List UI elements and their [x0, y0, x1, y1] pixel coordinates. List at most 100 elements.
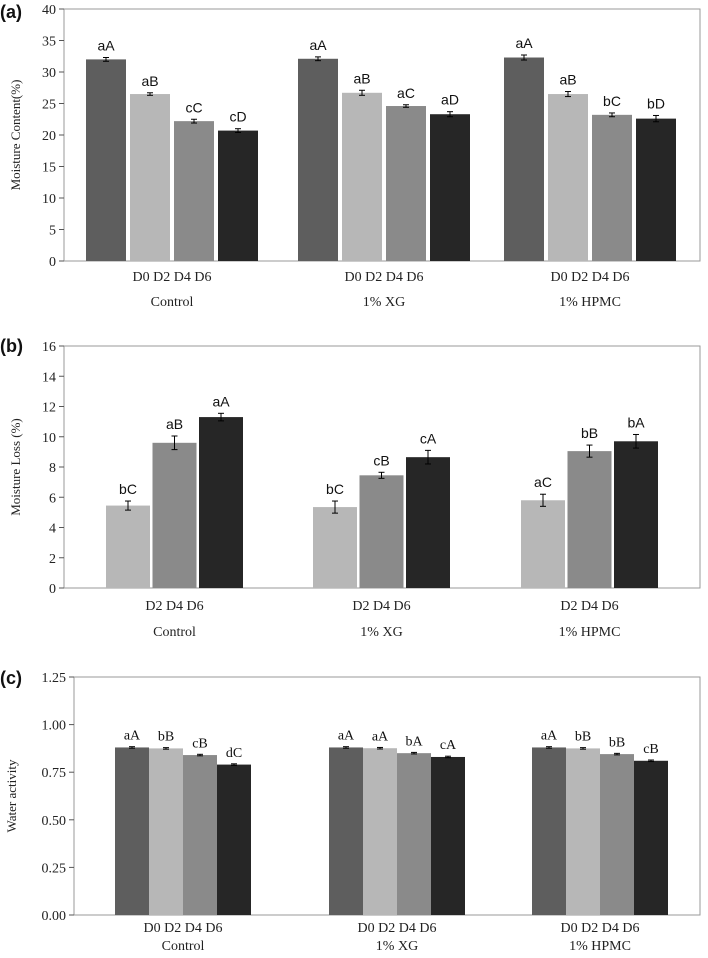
x-subcategory-label: D0 D2 D4 D6: [345, 270, 424, 285]
data-label: cB: [643, 742, 659, 757]
data-label: aB: [559, 72, 576, 88]
y-tick-label: 30: [42, 66, 56, 81]
data-label: bB: [158, 730, 174, 745]
y-tick-label: 0: [49, 255, 56, 270]
y-tick-label: 8: [49, 461, 56, 476]
bar-d6-1-xg: [406, 457, 450, 588]
data-label: bB: [575, 730, 591, 745]
bar-d4-1-xg: [359, 475, 404, 588]
data-label: aA: [97, 38, 115, 54]
y-tick-label: 0: [49, 582, 56, 597]
bar-d6-control: [199, 417, 243, 588]
data-label: cA: [420, 430, 437, 446]
y-tick-label: 35: [42, 35, 56, 50]
bar-d2-1-xg: [363, 748, 397, 915]
y-tick-label: 12: [42, 401, 56, 416]
x-subcategory-label: D0 D2 D4 D6: [358, 921, 437, 936]
y-axis-label: Moisture Content(%): [8, 80, 23, 191]
bar-d6-1-xg: [431, 756, 465, 915]
y-tick-label: 14: [42, 370, 56, 385]
bar-d4-1-xg: [386, 106, 426, 262]
y-tick-label: 0.25: [42, 861, 67, 876]
bar-d4-control: [174, 121, 214, 261]
x-subcategory-label: D2 D4 D6: [145, 599, 203, 614]
data-label: bD: [647, 95, 665, 111]
bar-d6-control: [218, 130, 258, 261]
data-label: aB: [353, 70, 370, 86]
x-subcategory-label: D0 D2 D4 D6: [144, 921, 223, 936]
x-group-label: Control: [151, 295, 194, 310]
y-axis-label: Water activity: [4, 759, 19, 832]
data-label: cB: [373, 452, 389, 468]
bar-d0-1-xg: [298, 58, 338, 261]
data-label: aA: [541, 729, 558, 744]
x-subcategory-label: D2 D4 D6: [352, 599, 410, 614]
data-label: bB: [581, 425, 598, 441]
data-label: aC: [397, 85, 415, 101]
bar-d2-1-hpmc: [548, 94, 588, 261]
y-tick-label: 2: [49, 552, 56, 567]
x-group-label: 1% XG: [363, 295, 405, 310]
data-label: aA: [212, 393, 230, 409]
x-group-label: 1% HPMC: [559, 295, 621, 310]
x-group-label: 1% XG: [360, 625, 402, 640]
x-group-label: 1% XG: [376, 939, 418, 954]
data-label: aA: [515, 35, 533, 51]
y-axis-label: Moisture Loss (%): [8, 418, 23, 516]
bar-d2-1-xg: [313, 507, 357, 588]
x-group-label: 1% HPMC: [569, 939, 631, 954]
x-group-label: Control: [162, 939, 205, 954]
bar-d6-1-xg: [430, 114, 470, 262]
y-tick-label: 6: [49, 491, 56, 506]
bar-d4-control: [183, 755, 217, 915]
bar-d4-1-hpmc: [600, 754, 634, 915]
y-tick-label: 5: [49, 224, 56, 239]
data-label: cC: [185, 99, 202, 115]
x-subcategory-label: D0 D2 D4 D6: [133, 270, 212, 285]
data-label: aA: [372, 729, 389, 744]
y-tick-label: 10: [42, 431, 56, 446]
data-label: aB: [141, 73, 158, 89]
y-tick-label: 0.00: [42, 909, 67, 924]
bar-d6-1-hpmc: [636, 118, 676, 262]
bar-d2-1-hpmc: [566, 748, 600, 915]
x-subcategory-label: D0 D2 D4 D6: [551, 270, 630, 285]
bar-d0-1-hpmc: [504, 57, 544, 262]
bar-d2-1-xg: [342, 92, 382, 261]
y-tick-label: 20: [42, 129, 56, 144]
panel-label: (b): [0, 336, 23, 356]
bar-d2-control: [130, 94, 170, 261]
x-subcategory-label: D0 D2 D4 D6: [561, 921, 640, 936]
bar-d6-1-hpmc: [614, 441, 658, 588]
data-label: cB: [192, 736, 208, 751]
data-label: aA: [309, 37, 327, 53]
bar-d4-1-hpmc: [567, 451, 612, 588]
x-subcategory-label: D2 D4 D6: [560, 599, 618, 614]
y-tick-label: 0.50: [42, 814, 67, 829]
data-label: cA: [440, 738, 457, 753]
y-tick-label: 15: [42, 161, 56, 176]
y-tick-label: 1.00: [42, 719, 67, 734]
data-label: cD: [229, 109, 246, 125]
data-label: aA: [338, 729, 355, 744]
panel-label: (a): [0, 2, 22, 22]
data-label: bC: [603, 93, 621, 109]
data-label: aD: [441, 92, 459, 108]
data-label: bC: [326, 481, 344, 497]
bar-d0-control: [115, 747, 149, 915]
data-label: aA: [124, 729, 141, 744]
y-tick-label: 4: [49, 522, 56, 537]
bar-d2-control: [149, 748, 183, 915]
x-group-label: Control: [153, 625, 196, 640]
data-label: aC: [534, 474, 552, 490]
y-tick-label: 40: [42, 3, 56, 18]
bar-d4-1-xg: [397, 753, 431, 915]
bar-d0-control: [86, 59, 126, 262]
bar-d2-control: [106, 505, 150, 588]
y-tick-label: 10: [42, 192, 56, 207]
y-tick-label: 25: [42, 98, 56, 113]
data-label: aB: [166, 416, 183, 432]
y-tick-label: 16: [42, 340, 56, 355]
panel-label: (c): [0, 668, 22, 688]
